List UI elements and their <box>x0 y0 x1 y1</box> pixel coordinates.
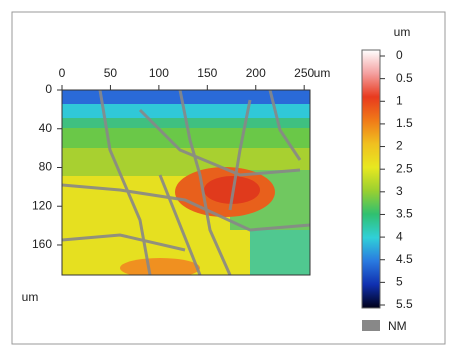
x-tick-label: 200 <box>246 66 266 80</box>
legend-label: NM <box>388 319 407 333</box>
colorbar <box>361 49 381 309</box>
colorbar-tick-label: 3.5 <box>396 207 413 221</box>
x-tick-label: 100 <box>149 66 169 80</box>
x-tick-label: 150 <box>197 66 217 80</box>
x-tick-label: 250 <box>294 66 314 80</box>
colorbar-tick-label: 2 <box>396 139 403 153</box>
colorbar-unit: um <box>394 25 411 39</box>
y-tick-label: 160 <box>32 237 52 251</box>
legend-swatch <box>362 320 380 331</box>
colorbar-tick-label: 1.5 <box>396 116 413 130</box>
colorbar-tick-label: 4 <box>396 229 403 243</box>
x-tick-label: 0 <box>59 66 66 80</box>
height-map <box>62 90 310 275</box>
y-tick-label: 0 <box>45 82 52 96</box>
frame <box>11 11 446 345</box>
colorbar-tick-label: 0.5 <box>396 71 413 85</box>
plot-frame <box>61 89 311 276</box>
colorbar-tick-label: 3 <box>396 184 403 198</box>
x-tick-label: 50 <box>104 66 118 80</box>
colorbar-tick-label: 0 <box>396 48 403 62</box>
x-unit: um <box>314 66 331 80</box>
y-tick-label: 120 <box>32 198 52 212</box>
colorbar-tick-label: 5 <box>396 275 403 289</box>
y-tick-label: 80 <box>39 160 53 174</box>
colorbar-tick-label: 2.5 <box>396 161 413 175</box>
y-unit: um <box>22 290 39 304</box>
y-tick-label: 40 <box>39 121 53 135</box>
colorbar-tick-label: 4.5 <box>396 252 413 266</box>
colorbar-tick-label: 1 <box>396 93 403 107</box>
colorbar-tick-label: 5.5 <box>396 297 413 311</box>
